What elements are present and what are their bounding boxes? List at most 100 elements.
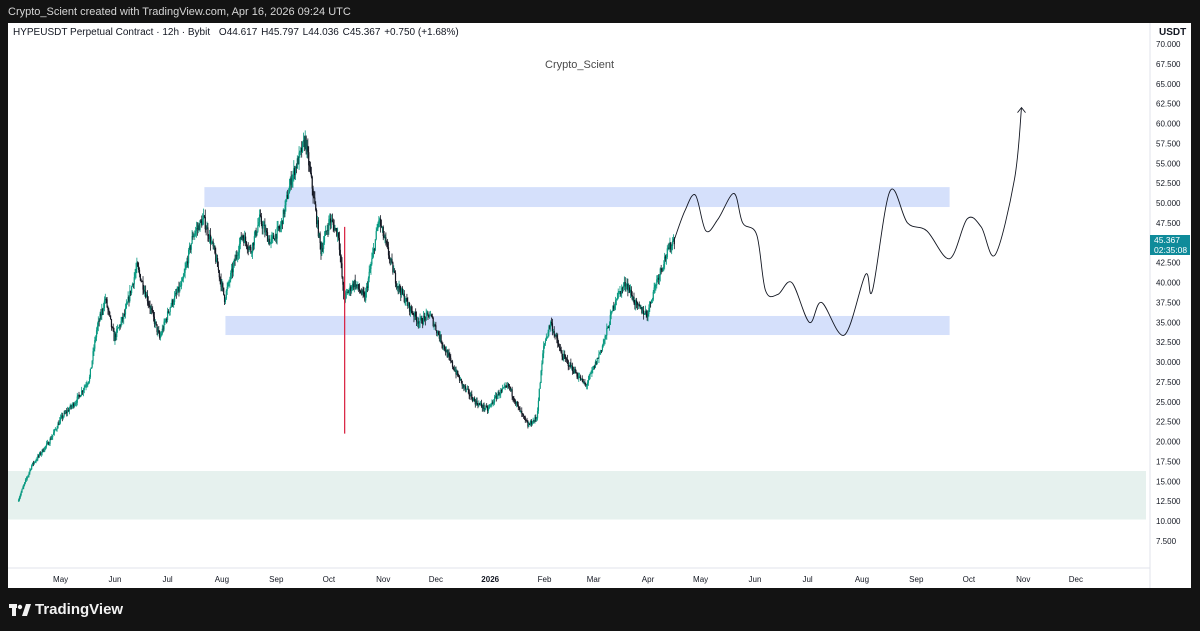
candle-body [45, 443, 48, 446]
candle [549, 324, 551, 330]
candle [110, 318, 113, 331]
candle [424, 316, 426, 326]
candle-body [126, 302, 128, 305]
candle [365, 282, 368, 298]
candle [202, 213, 204, 226]
chart-panel[interactable]: 7.500 10.000 12.500 15.000 17.500 20.000 22.50… [8, 23, 1191, 588]
candle [592, 366, 594, 374]
currency-label[interactable]: USDT [1159, 27, 1187, 38]
candle-body [533, 420, 535, 422]
candle [607, 325, 609, 329]
candle [455, 366, 457, 379]
candle-body [261, 224, 263, 229]
candle [251, 250, 253, 257]
candle-body [326, 230, 328, 232]
chart[interactable]: 7.50010.00012.50015.00017.50020.00022.50… [8, 23, 1191, 588]
high-value: 45.797 [268, 27, 299, 38]
candle [224, 297, 227, 305]
candle-body [37, 455, 39, 460]
candle-body [402, 293, 405, 295]
candle [308, 146, 310, 172]
candle [300, 146, 302, 156]
candle-body [367, 278, 369, 288]
candle [203, 214, 205, 219]
candle-body [296, 158, 298, 169]
candle [610, 311, 612, 320]
candle-body [372, 253, 374, 259]
candle-body [62, 416, 64, 419]
candle-body [459, 378, 461, 381]
candle [511, 386, 513, 400]
candle [600, 349, 602, 356]
symbol-name[interactable]: HYPEUSDT Perpetual Contract · 12h · Bybi… [13, 27, 211, 38]
candle-body [142, 281, 144, 290]
candle [185, 261, 187, 271]
candle [589, 372, 591, 380]
candle [45, 445, 47, 450]
candle [332, 218, 334, 232]
time-tick-label: Oct [323, 575, 336, 584]
candle-body [347, 291, 349, 294]
candle-body [251, 252, 253, 254]
candle-body [426, 312, 428, 314]
candle-body [578, 376, 580, 378]
candle-body [454, 370, 456, 372]
candle [593, 364, 596, 370]
candle-body [494, 395, 497, 397]
candle [298, 146, 300, 170]
candle [486, 403, 488, 408]
candle-body [24, 479, 27, 483]
candle-body [401, 288, 404, 294]
candle-body [223, 287, 225, 295]
candle-body [250, 247, 252, 253]
candle-body [335, 228, 337, 230]
candle-body [572, 371, 575, 374]
candle-body [607, 327, 610, 328]
candle-body [647, 313, 649, 318]
candle [483, 402, 485, 413]
candle [415, 311, 418, 326]
candle [322, 242, 324, 252]
candle-body [389, 259, 391, 261]
candle-body [360, 292, 362, 294]
candle-body [299, 151, 301, 153]
candle-body [599, 352, 601, 355]
candle-body [480, 403, 483, 407]
candle [288, 178, 291, 194]
candle [486, 405, 489, 414]
price-tick-label: 40.000 [1156, 279, 1181, 288]
tradingview-logo[interactable]: TradingView [9, 601, 123, 618]
candle [550, 320, 552, 332]
candle [141, 280, 143, 283]
candle-body [188, 250, 190, 264]
candle-body [281, 220, 284, 225]
candle [155, 321, 157, 326]
candle [236, 250, 238, 260]
candle [232, 260, 234, 277]
candle-body [195, 230, 197, 234]
candle-body [166, 311, 169, 321]
candle [552, 328, 554, 334]
candle [257, 218, 259, 233]
candle [276, 220, 278, 245]
candle-body [193, 235, 195, 237]
candle-body [483, 404, 485, 409]
candle-body [527, 422, 529, 427]
candle-body [435, 325, 437, 331]
candle-body [571, 366, 573, 368]
candle [67, 407, 70, 412]
candle-body [229, 280, 231, 283]
candle [48, 441, 50, 446]
candle [492, 400, 494, 405]
candle [116, 325, 118, 341]
candle [197, 222, 199, 234]
candle-body [481, 406, 483, 409]
candle [28, 471, 30, 478]
candle-body [613, 305, 615, 309]
candle-body [280, 225, 282, 229]
candle-body [391, 259, 393, 263]
candle-body [390, 259, 392, 260]
candle-body [189, 246, 191, 250]
candle [467, 385, 469, 394]
candle [469, 392, 471, 401]
